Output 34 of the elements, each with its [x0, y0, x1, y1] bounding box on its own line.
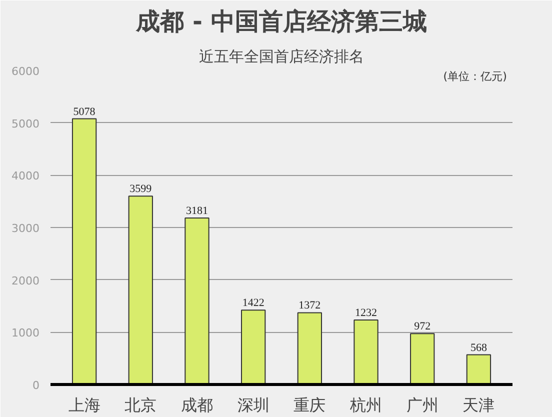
bar [241, 310, 266, 384]
y-tick-label: 2000 [12, 274, 40, 288]
bar [184, 218, 210, 384]
annotation: (单位：亿元) [443, 70, 507, 84]
x-tick-label: 广州 [406, 396, 438, 414]
bar [354, 320, 378, 384]
chart-title: 成都 - 中国首店经济第三城 [135, 8, 427, 36]
bar [128, 196, 153, 384]
x-tick-label: 天津 [462, 396, 495, 414]
x-tick-label: 重庆 [294, 396, 326, 414]
bar [297, 312, 322, 384]
bar [466, 354, 492, 384]
y-tick-label: 6000 [12, 65, 40, 78]
x-tick-label: 杭州 [349, 396, 382, 414]
data-label: 1372 [298, 300, 321, 312]
data-label: 972 [414, 320, 431, 333]
data-label: 1232 [355, 307, 378, 320]
bar [410, 333, 435, 384]
data-label: 3181 [186, 205, 208, 218]
data-label: 3599 [130, 183, 152, 196]
data-label: 5078 [73, 106, 96, 118]
x-tick-label: 成都 [180, 396, 213, 414]
y-tick-label: 5000 [12, 117, 40, 130]
data-label: 1422 [242, 297, 264, 310]
y-tick-label: 3000 [12, 222, 40, 235]
y-tick-label: 1000 [12, 326, 40, 340]
bar [72, 118, 97, 384]
y-tick-label: 0 [32, 379, 40, 392]
x-tick-label: 上海 [68, 396, 100, 414]
chart-subtitle: 近五年全国首店经济排名 [199, 48, 364, 66]
y-tick-label: 4000 [12, 170, 40, 183]
data-label: 568 [470, 342, 488, 354]
x-tick-label: 北京 [124, 396, 157, 414]
x-tick-label: 深圳 [237, 396, 270, 414]
